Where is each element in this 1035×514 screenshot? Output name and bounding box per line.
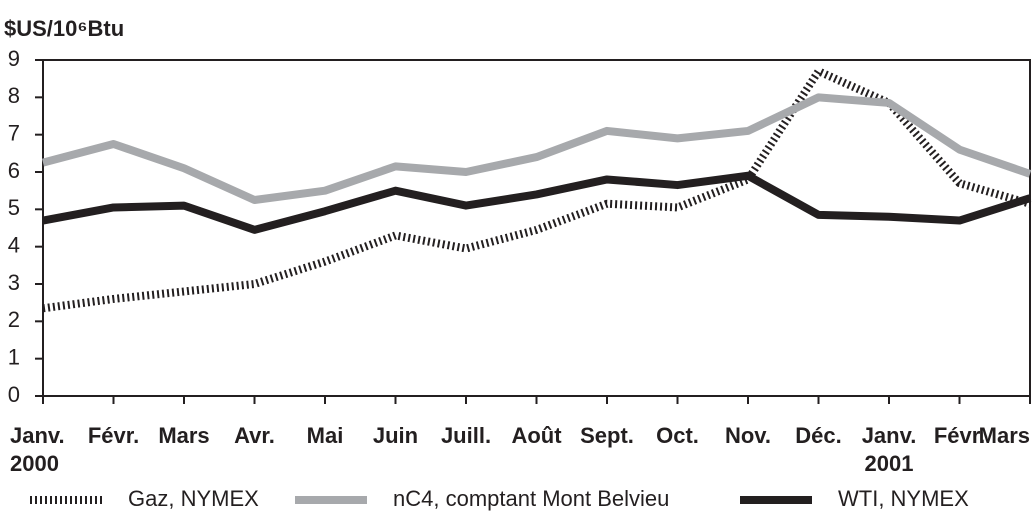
legend-label: Gaz, NYMEX bbox=[128, 486, 259, 511]
year-label: 2001 bbox=[865, 451, 914, 476]
y-tick-label: 4 bbox=[8, 232, 20, 257]
x-tick-label: Mars bbox=[158, 423, 209, 448]
y-tick-label: 6 bbox=[8, 158, 20, 183]
legend-label: nC4, comptant Mont Belvieu bbox=[393, 486, 669, 511]
y-tick-label: 9 bbox=[8, 46, 20, 71]
x-tick-label: Févr. bbox=[934, 423, 985, 448]
y-tick-label: 7 bbox=[8, 120, 20, 145]
series-line bbox=[42, 67, 1032, 313]
x-tick-label: Mars bbox=[979, 423, 1030, 448]
legend-label: WTI, NYMEX bbox=[838, 486, 969, 511]
x-tick-label: Oct. bbox=[656, 423, 699, 448]
y-tick-label: 2 bbox=[8, 307, 20, 332]
y-axis-label: $US/10⁶Btu bbox=[4, 16, 124, 41]
x-tick-label: Janv. bbox=[862, 423, 917, 448]
y-tick-label: 0 bbox=[8, 382, 20, 407]
year-label: 2000 bbox=[10, 451, 59, 476]
x-tick-label: Avr. bbox=[234, 423, 275, 448]
x-tick-label: Déc. bbox=[795, 423, 841, 448]
x-tick-label: Juin bbox=[373, 423, 418, 448]
plot-frame bbox=[42, 59, 1031, 397]
x-tick-label: Janv. bbox=[10, 423, 65, 448]
x-tick-label: Mai bbox=[307, 423, 344, 448]
y-tick-label: 8 bbox=[8, 83, 20, 108]
y-tick-label: 3 bbox=[8, 270, 20, 295]
y-tick-label: 5 bbox=[8, 195, 20, 220]
y-tick-label: 1 bbox=[8, 344, 20, 369]
series-line bbox=[41, 93, 1032, 204]
x-tick-label: Févr. bbox=[88, 423, 139, 448]
x-tick-label: Juill. bbox=[441, 423, 491, 448]
x-tick-label: Nov. bbox=[725, 423, 771, 448]
x-tick-label: Sept. bbox=[580, 423, 634, 448]
series-line bbox=[42, 171, 1032, 234]
x-tick-label: Août bbox=[511, 423, 562, 448]
